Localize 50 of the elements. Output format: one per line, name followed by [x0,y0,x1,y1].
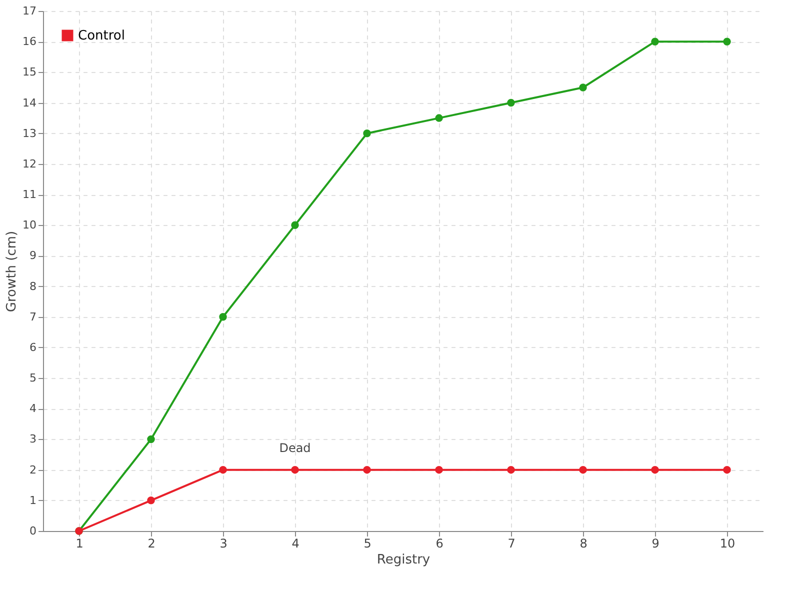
x-tick-label: 5 [364,536,372,550]
x-tick-label: 6 [436,536,444,550]
y-tick-label: 7 [30,310,36,324]
point [651,466,659,474]
point [579,84,587,92]
y-tick-label: 6 [30,340,36,354]
annotation: Dead [279,440,311,455]
y-tick-label: 10 [22,218,36,232]
legend-label: Control [78,28,125,44]
y-tick-label: 15 [22,66,36,79]
x-tick-label: 2 [148,536,156,550]
point [291,221,299,229]
point [435,466,443,474]
y-tick-label: 16 [22,35,36,48]
point [723,38,731,46]
point [507,466,515,474]
x-tick-label: 4 [292,536,300,550]
x-tick-label: 10 [720,536,736,550]
point [723,466,731,474]
y-tick-label: 17 [22,4,36,18]
y-tick-label: 5 [30,372,36,385]
point [219,313,227,321]
x-axis-title: Registry [376,552,430,568]
point [219,466,227,474]
y-tick-label: 12 [22,157,36,170]
point [579,466,587,474]
y-tick-label: 13 [22,126,36,140]
x-tick-label: 8 [580,536,588,550]
x-tick-label: 1 [76,536,84,550]
y-tick-label: 9 [30,249,36,262]
point [291,466,299,474]
point [363,129,371,138]
y-tick-label: 3 [30,432,36,446]
x-tick-label: 3 [220,536,228,550]
point [651,38,659,46]
point [147,435,155,444]
point [435,114,443,122]
y-tick-label: 4 [30,402,36,416]
point [147,496,155,504]
point [507,98,515,107]
y-tick-label: 0 [30,524,36,538]
point [363,466,371,474]
y-tick-label: 1 [30,494,36,507]
x-tick-label: 9 [652,536,660,550]
x-tick-label: 7 [508,536,516,550]
y-tick-label: 14 [22,96,36,110]
y-tick-label: 8 [30,280,36,293]
y-axis-title: Growth (cm) [4,230,20,312]
y-tick-label: 11 [22,188,36,202]
y-tick-label: 2 [30,463,36,476]
